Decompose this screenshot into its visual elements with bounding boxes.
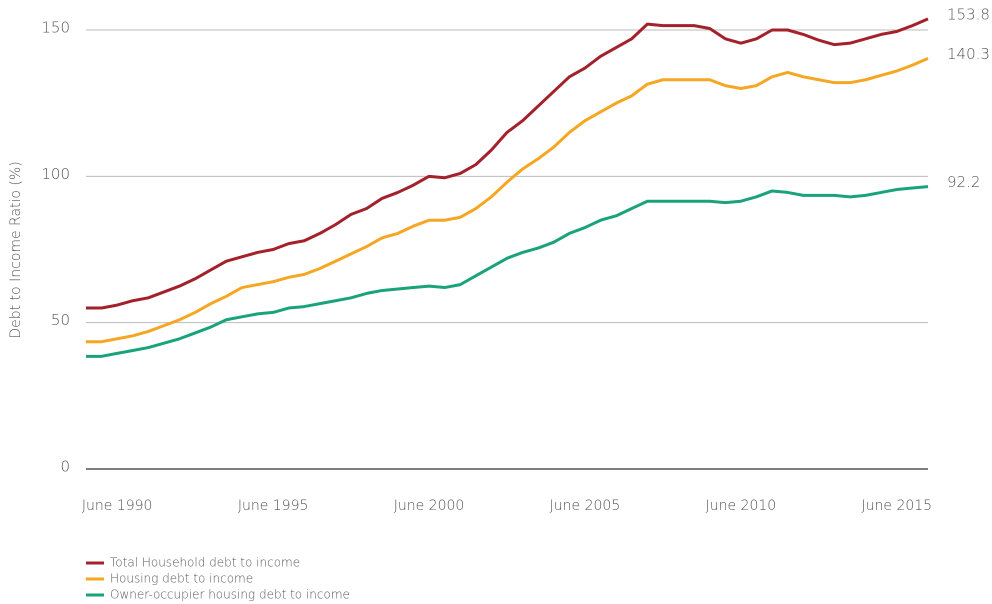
x-tick-label: June 2010: [706, 498, 777, 514]
end-label: 140.3: [947, 45, 990, 63]
x-tick-label: June 1995: [238, 498, 309, 514]
end-label: 153.8: [947, 5, 990, 23]
series-line: [86, 57, 929, 344]
y-tick-label: 50: [51, 311, 70, 329]
y-tick-label: 100: [41, 165, 70, 183]
series-line: [86, 17, 929, 310]
x-tick-label: June 2005: [550, 498, 621, 514]
y-axis-label: Debt to Income Ratio (%): [8, 161, 24, 338]
end-label: 92.2: [947, 173, 980, 191]
series-line: [86, 185, 929, 358]
x-tick-label: June 2015: [862, 498, 933, 514]
legend-label: Housing debt to income: [110, 572, 253, 586]
legend-label: Owner-occupier housing debt to income: [110, 588, 350, 602]
y-tick-label: 150: [41, 19, 70, 37]
y-tick-label: 0: [60, 458, 70, 476]
x-tick-label: June 1990: [82, 498, 153, 514]
x-tick-label: June 2000: [394, 498, 465, 514]
legend-label: Total Household debt to income: [110, 556, 300, 570]
